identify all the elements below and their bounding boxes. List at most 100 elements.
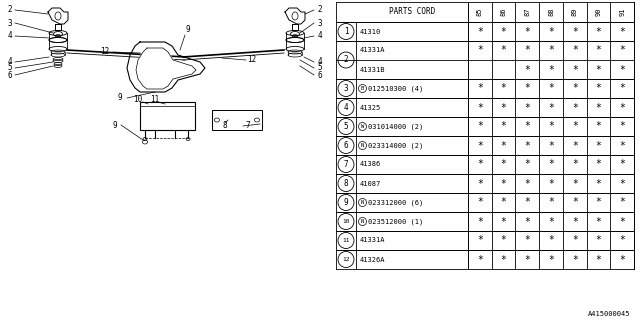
Text: 023312000 (6): 023312000 (6): [368, 199, 423, 206]
Text: *: *: [572, 236, 578, 245]
Text: *: *: [620, 27, 625, 36]
Text: *: *: [548, 27, 554, 36]
Text: *: *: [477, 159, 483, 170]
Text: 41326A: 41326A: [360, 257, 385, 262]
Text: 41310: 41310: [360, 28, 381, 35]
Text: *: *: [524, 27, 530, 36]
Text: *: *: [524, 84, 530, 93]
Text: 87: 87: [524, 8, 531, 16]
Text: *: *: [572, 65, 578, 75]
Text: *: *: [548, 45, 554, 55]
Text: 85: 85: [477, 8, 483, 16]
Text: 5: 5: [344, 122, 348, 131]
Text: *: *: [595, 140, 602, 150]
Text: *: *: [595, 102, 602, 113]
Text: *: *: [572, 217, 578, 227]
Text: *: *: [620, 140, 625, 150]
Text: *: *: [620, 197, 625, 207]
Text: *: *: [524, 236, 530, 245]
Text: 4: 4: [317, 31, 323, 41]
Text: 3: 3: [344, 84, 348, 93]
Text: 41386: 41386: [360, 162, 381, 167]
Text: 4: 4: [8, 31, 12, 41]
Text: 9: 9: [344, 198, 348, 207]
Text: *: *: [572, 197, 578, 207]
Text: 41331A: 41331A: [360, 47, 385, 53]
Text: 11: 11: [342, 238, 349, 243]
Text: *: *: [595, 65, 602, 75]
Text: *: *: [620, 254, 625, 265]
Text: *: *: [548, 84, 554, 93]
Text: *: *: [500, 217, 506, 227]
Text: *: *: [548, 197, 554, 207]
Text: N: N: [361, 200, 364, 205]
Text: *: *: [477, 236, 483, 245]
Text: *: *: [548, 102, 554, 113]
Text: *: *: [524, 159, 530, 170]
Text: 4: 4: [8, 58, 12, 67]
Text: *: *: [572, 140, 578, 150]
Text: *: *: [477, 179, 483, 188]
Text: *: *: [572, 27, 578, 36]
Text: 4: 4: [317, 58, 323, 67]
Text: *: *: [524, 102, 530, 113]
Text: 9: 9: [186, 26, 190, 35]
Text: 12: 12: [342, 257, 349, 262]
Text: *: *: [500, 236, 506, 245]
Text: 12: 12: [100, 47, 109, 57]
Text: *: *: [595, 45, 602, 55]
Text: *: *: [572, 159, 578, 170]
Text: 41087: 41087: [360, 180, 381, 187]
Text: 2: 2: [8, 5, 12, 14]
Text: *: *: [595, 179, 602, 188]
Text: *: *: [524, 140, 530, 150]
Text: *: *: [548, 217, 554, 227]
Text: *: *: [500, 102, 506, 113]
Text: *: *: [524, 217, 530, 227]
Text: 12: 12: [248, 55, 257, 65]
Text: *: *: [500, 179, 506, 188]
Text: *: *: [477, 27, 483, 36]
Text: *: *: [477, 254, 483, 265]
Text: *: *: [477, 217, 483, 227]
Text: *: *: [572, 102, 578, 113]
Text: *: *: [477, 84, 483, 93]
Text: *: *: [548, 236, 554, 245]
Text: *: *: [477, 102, 483, 113]
Text: 7: 7: [246, 122, 250, 131]
Polygon shape: [136, 48, 196, 89]
Text: 41331B: 41331B: [360, 67, 385, 73]
Text: W: W: [361, 124, 364, 129]
Text: 9: 9: [118, 93, 122, 102]
Text: 41331A: 41331A: [360, 237, 385, 244]
Text: *: *: [548, 65, 554, 75]
Text: 86: 86: [500, 8, 507, 16]
Text: *: *: [500, 254, 506, 265]
Text: *: *: [595, 27, 602, 36]
Text: A415000045: A415000045: [588, 311, 630, 317]
Text: *: *: [524, 65, 530, 75]
Text: *: *: [572, 254, 578, 265]
Text: *: *: [620, 84, 625, 93]
Text: *: *: [500, 197, 506, 207]
Bar: [140, 102, 195, 130]
Text: 10: 10: [342, 219, 349, 224]
Text: 89: 89: [572, 8, 578, 16]
Text: N: N: [361, 143, 364, 148]
Text: 2: 2: [344, 55, 348, 65]
Text: *: *: [620, 122, 625, 132]
Text: *: *: [477, 197, 483, 207]
Text: 023512000 (1): 023512000 (1): [368, 218, 423, 225]
Text: *: *: [595, 236, 602, 245]
Text: *: *: [595, 84, 602, 93]
Text: *: *: [620, 179, 625, 188]
Text: *: *: [524, 45, 530, 55]
Text: *: *: [620, 236, 625, 245]
Text: 5: 5: [8, 63, 12, 73]
Text: *: *: [477, 45, 483, 55]
Text: PARTS CORD: PARTS CORD: [389, 7, 435, 17]
Text: *: *: [477, 122, 483, 132]
Text: 012510300 (4): 012510300 (4): [368, 85, 423, 92]
Text: 90: 90: [595, 8, 602, 16]
Text: *: *: [548, 254, 554, 265]
